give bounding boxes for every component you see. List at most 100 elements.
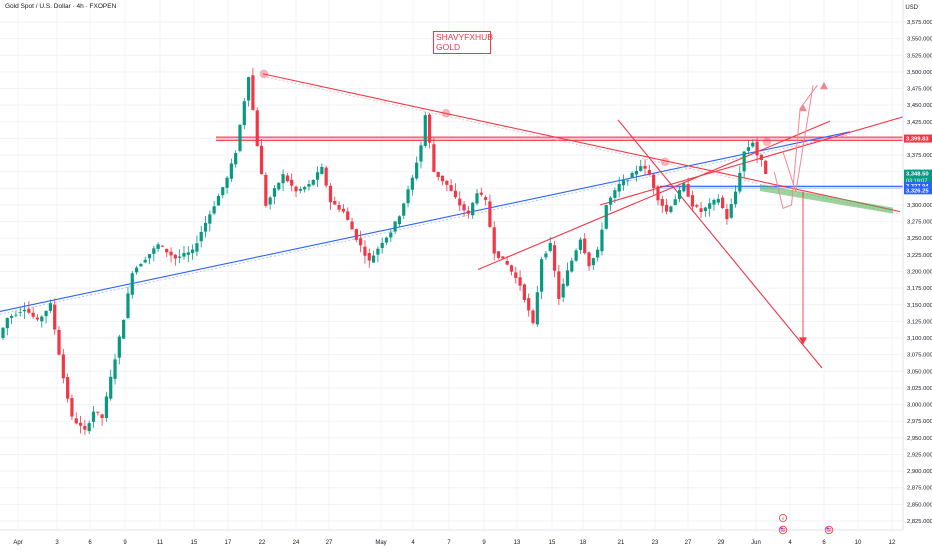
- time-tick-label: 4: [788, 540, 792, 546]
- steep-falling-line: [617, 119, 823, 369]
- candle-body: [70, 398, 74, 417]
- candle-body: [117, 336, 121, 358]
- candle-body: [660, 199, 664, 206]
- candle-body: [48, 303, 52, 311]
- candle-body: [600, 229, 604, 252]
- time-tick-label: 13: [514, 540, 521, 546]
- candle-body: [535, 292, 539, 325]
- candle-body: [5, 318, 9, 329]
- price-tick-label: 3,175.000: [907, 286, 932, 292]
- candle-body: [630, 173, 634, 178]
- candle-body: [139, 264, 143, 267]
- candle-body: [669, 206, 673, 213]
- candle-body: [87, 423, 91, 432]
- candle-body: [527, 298, 531, 311]
- candle-body: [264, 174, 268, 206]
- candle-body: [96, 411, 100, 413]
- price-tick-label: 2,850.000: [907, 502, 932, 508]
- candle-body: [380, 242, 384, 249]
- candle-body: [695, 205, 699, 207]
- candle-body: [548, 242, 552, 251]
- candle-body: [195, 243, 199, 252]
- candle-body: [66, 377, 70, 399]
- price-axis-bg: [903, 0, 932, 550]
- candle-body: [255, 110, 259, 147]
- time-tick-label: 6: [88, 540, 92, 546]
- candle-body: [764, 160, 768, 174]
- candle-body: [432, 144, 436, 172]
- candle-body: [238, 124, 242, 151]
- candle-body: [303, 186, 307, 190]
- candle-body: [742, 151, 746, 172]
- price-tick-label: 3,275.000: [907, 220, 932, 226]
- time-tick-label: Jun: [751, 540, 761, 546]
- candle-body: [341, 208, 346, 212]
- time-tick-label: 9: [482, 540, 486, 546]
- price-label-value: 3,399.83: [906, 137, 929, 143]
- candle-body: [410, 177, 414, 190]
- candle-body: [626, 180, 630, 182]
- symbol-title: Gold Spot / U.S. Dollar · 4h · FXOPEN: [5, 3, 117, 10]
- candle-body: [712, 199, 716, 205]
- candle-body: [759, 154, 763, 160]
- time-tick-label: 6: [822, 540, 826, 546]
- candle-body: [152, 248, 156, 254]
- price-tick-label: 3,050.000: [907, 369, 932, 375]
- price-label-value: 3,326.25: [906, 188, 929, 194]
- candle-body: [557, 271, 561, 299]
- candle-body: [74, 418, 78, 424]
- candle-body: [708, 203, 712, 209]
- candle-body: [647, 170, 651, 175]
- candle-body: [479, 192, 483, 195]
- price-tick-label: 2,825.000: [907, 519, 932, 525]
- candle-body: [315, 172, 320, 180]
- candle-body: [156, 244, 160, 249]
- candle-body: [540, 259, 544, 292]
- pivot-marker: [660, 157, 670, 167]
- candle-body: [100, 414, 104, 419]
- candle-body: [440, 175, 445, 182]
- price-tick-label: 3,475.000: [907, 87, 932, 93]
- candle-body: [596, 249, 600, 258]
- watermark-line-2: GOLD: [436, 42, 461, 52]
- candle-body: [721, 197, 725, 209]
- candle-body: [143, 259, 147, 263]
- candle-body: [664, 204, 669, 212]
- candle-body: [755, 141, 759, 156]
- currency-label: USD: [905, 5, 918, 11]
- candle-body: [639, 166, 643, 171]
- candle-body: [729, 204, 733, 218]
- candle-body: [44, 310, 48, 317]
- candle-body: [613, 190, 617, 198]
- candle-body: [544, 253, 548, 258]
- candle-body: [247, 77, 251, 101]
- candle-body: [367, 253, 371, 261]
- time-tick-label: 27: [685, 540, 692, 546]
- candle-body: [53, 304, 57, 330]
- candle-body: [458, 198, 462, 206]
- price-tick-label: 3,550.000: [907, 37, 932, 43]
- candle-body: [268, 197, 272, 205]
- time-tick-label: 4: [411, 540, 415, 546]
- lightning-glyph: ⚡: [781, 517, 785, 523]
- candle-body: [113, 359, 117, 379]
- candle-body: [496, 251, 501, 258]
- price-tick-label: 2,950.000: [907, 436, 932, 442]
- candle-body: [505, 260, 509, 265]
- arrow-up-head-2: [799, 103, 807, 112]
- time-tick-label: 17: [225, 540, 232, 546]
- flag-stripe: [780, 530, 786, 532]
- time-tick-label: Apr: [13, 540, 22, 546]
- price-tick-label: 3,075.000: [907, 353, 932, 359]
- candle-body: [371, 255, 376, 263]
- candle-body: [492, 227, 496, 254]
- candle-body: [686, 184, 690, 197]
- flag-canton: [826, 527, 829, 530]
- candle-body: [445, 180, 449, 185]
- price-tick-label: 3,125.000: [907, 319, 932, 325]
- candle-body: [259, 145, 264, 175]
- candle-body: [272, 188, 277, 197]
